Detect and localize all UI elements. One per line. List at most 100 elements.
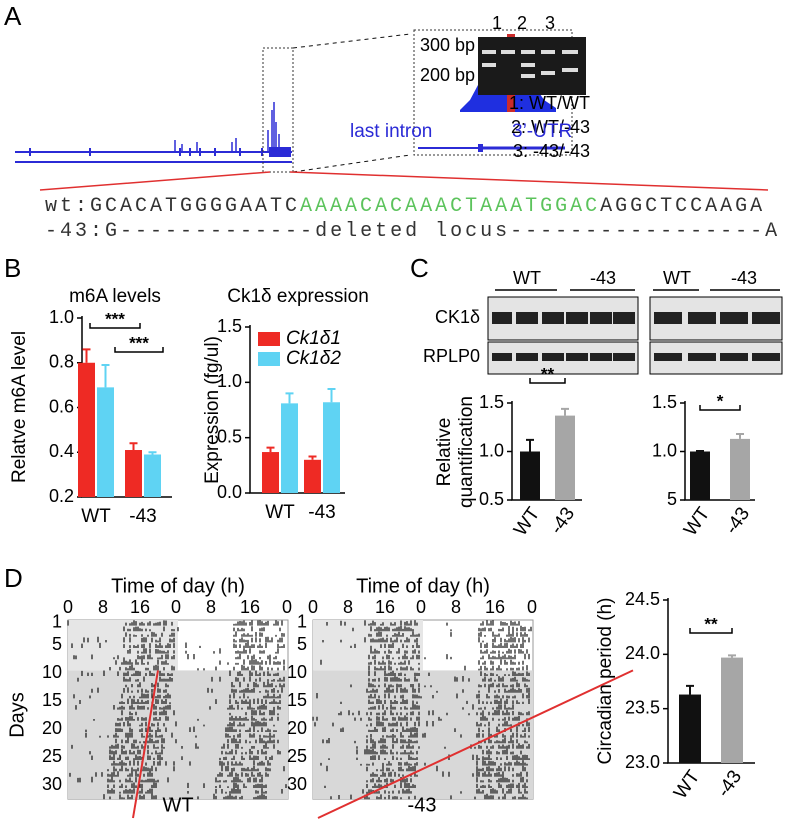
y-tick-label: 1.0 <box>652 440 677 460</box>
y-tick-label: 25 <box>42 746 62 766</box>
sequence-part: GCACATGGGGAATC <box>90 195 300 218</box>
significance-bracket <box>89 323 141 329</box>
y-axis-title: quantification <box>456 396 477 508</box>
x-tick-label: 16 <box>130 597 150 617</box>
genotype: 2: WT/-43 <box>511 117 590 137</box>
error-bar <box>686 684 694 695</box>
x-tick-label: 0 <box>527 597 537 617</box>
y-tick-label: 20 <box>42 718 62 738</box>
y-tick-label: 23.0 <box>625 752 660 772</box>
y-tick-label: 0.5 <box>479 489 504 509</box>
sequence-part: wt: <box>45 195 90 218</box>
x-tick-label: 0 <box>416 597 426 617</box>
error-bar <box>101 363 110 388</box>
y-tick-label: 0.5 <box>217 426 242 446</box>
significance-bracket <box>529 378 566 384</box>
axis-title: Time of day (h) <box>111 575 245 597</box>
legend-label: Ck1δ2 <box>286 348 341 369</box>
x-tick-label: 0 <box>308 597 318 617</box>
bar <box>679 694 701 763</box>
x-tick-label: 8 <box>343 597 353 617</box>
x-tick-label: WT <box>81 506 111 527</box>
bar <box>304 459 321 493</box>
error-bar <box>561 407 569 416</box>
bar <box>555 415 575 500</box>
bar <box>281 403 298 493</box>
actogram-label: -43 <box>408 794 437 816</box>
bar <box>262 452 279 493</box>
chart-title: Ck1δ expression <box>227 286 369 307</box>
y-axis-title: Circadian period (h) <box>595 598 616 765</box>
bar <box>125 450 142 497</box>
significance-bracket <box>689 628 733 634</box>
panel-label: B <box>4 253 21 283</box>
genotype: 3: -43/-43 <box>513 141 590 161</box>
gel-size: 200 bp <box>420 65 475 85</box>
y-tick-label: 25 <box>287 746 307 766</box>
blot-group: -43 <box>590 268 616 288</box>
x-tick-label: 16 <box>375 597 395 617</box>
y-axis-title: Relative <box>434 418 455 487</box>
y-tick-label: 1.0 <box>217 371 242 391</box>
legend-swatch <box>258 332 280 346</box>
sequence-part: A <box>765 220 780 243</box>
genotype: 1: WT/WT <box>509 93 590 113</box>
sequence-part: ------------- <box>120 220 315 243</box>
bar <box>721 657 743 763</box>
legend-label: Ck1δ1 <box>286 328 341 349</box>
x-tick-label: 8 <box>206 597 216 617</box>
error-bar <box>308 455 317 460</box>
y-axis-title: Relatve m6A level <box>9 331 30 483</box>
panel-label: C <box>410 253 429 283</box>
x-tick-label: 16 <box>485 597 505 617</box>
x-tick-label: WT <box>680 503 714 540</box>
bar <box>730 438 750 500</box>
blot-group: -43 <box>731 268 757 288</box>
error-bar <box>148 451 157 455</box>
significance: *** <box>105 309 125 328</box>
period-line <box>132 670 159 819</box>
significance: ** <box>541 364 555 383</box>
y-tick-label: 20 <box>287 718 307 738</box>
utr-label: 3’-UTR <box>512 121 572 142</box>
y-tick-label: 1 <box>297 612 307 632</box>
blot-group: WT <box>663 268 691 288</box>
legend-swatch <box>258 352 280 366</box>
y-tick-label: 0.4 <box>49 441 74 461</box>
error-bar <box>526 438 534 452</box>
sequence-part: deleted locus <box>315 220 510 243</box>
y-tick-label: 1.5 <box>217 316 242 336</box>
x-tick-label: -43 <box>129 506 156 527</box>
y-tick-label: 1.5 <box>479 392 504 412</box>
actogram-activity <box>67 620 287 800</box>
period-line <box>317 669 634 819</box>
y-tick-label: 15 <box>42 690 62 710</box>
y-tick-label: 10 <box>287 662 307 682</box>
x-tick-label: -43 <box>308 502 335 523</box>
significance-bracket <box>699 405 741 411</box>
bar <box>520 451 540 500</box>
x-tick-label: 0 <box>282 597 292 617</box>
x-tick-label: -43 <box>713 767 746 802</box>
error-bar <box>82 348 91 363</box>
y-tick-label: 1 <box>52 612 62 632</box>
y-tick-label: 24.0 <box>625 643 660 663</box>
panel-label: A <box>4 1 22 31</box>
sequence-part: AAAACACAAACTAAATGGAC <box>300 195 600 218</box>
y-tick-label: 23.5 <box>625 697 660 717</box>
x-tick-label: WT <box>670 766 704 803</box>
bar <box>78 362 95 497</box>
error-bar <box>266 446 275 453</box>
x-tick-label: -43 <box>721 504 754 539</box>
y-tick-label: 30 <box>42 774 62 794</box>
gel <box>478 37 586 95</box>
x-tick-label: WT <box>510 503 544 540</box>
y-tick-label: 5 <box>667 489 677 509</box>
significance-bracket <box>114 347 164 353</box>
y-tick-label: 24.5 <box>625 589 660 609</box>
y-tick-label: 1.5 <box>652 392 677 412</box>
significance: * <box>717 391 724 410</box>
axis-title: Days <box>6 692 28 738</box>
genome-track <box>15 29 769 191</box>
y-tick-label: 10 <box>42 662 62 682</box>
